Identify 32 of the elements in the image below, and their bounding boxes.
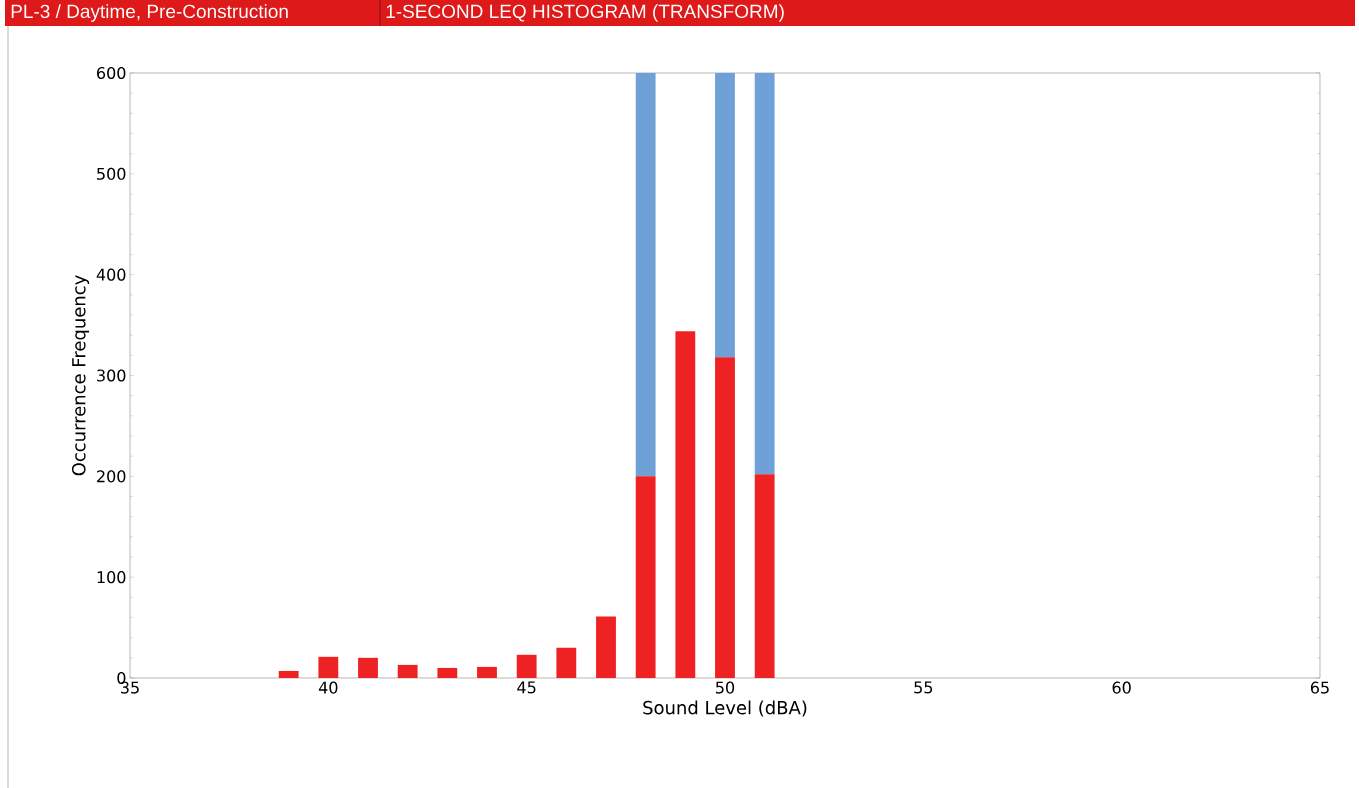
bar [715, 72, 735, 358]
bar [754, 72, 775, 475]
bar [754, 474, 775, 678]
x-tick-label: 65 [1310, 681, 1329, 694]
bar [556, 647, 577, 678]
bar [397, 664, 418, 678]
x-tick-label: 60 [1112, 681, 1131, 694]
bar [437, 667, 458, 678]
y-axis-title: Occurrence Frequency [71, 275, 90, 476]
y-tick-label: 100 [97, 571, 126, 584]
y-tick-label: 500 [97, 167, 126, 180]
bar [318, 656, 339, 678]
bar [635, 476, 656, 678]
chart-subtitle: PL-3 / Daytime, Pre-Construction [11, 4, 288, 22]
x-tick-label: 40 [318, 681, 338, 694]
y-tick-label: 300 [97, 369, 126, 382]
chart-title: 1-SECOND LEQ HISTOGRAM (TRANSFORM) [386, 4, 784, 22]
y-tick-label: 400 [96, 268, 126, 281]
x-tick-label: 55 [914, 681, 933, 694]
bar [477, 666, 497, 678]
y-tick-label: 600 [97, 66, 126, 80]
y-tick-label: 200 [97, 470, 126, 483]
x-axis-title: Sound Level (dBA) [643, 700, 807, 717]
bar [715, 357, 735, 678]
x-tick-label: 50 [716, 681, 735, 694]
bar [516, 654, 537, 678]
bar [635, 72, 656, 477]
bar [358, 657, 378, 678]
bar [675, 331, 696, 678]
x-tick-label: 45 [517, 681, 536, 694]
bar [278, 670, 299, 678]
bar [596, 616, 616, 678]
